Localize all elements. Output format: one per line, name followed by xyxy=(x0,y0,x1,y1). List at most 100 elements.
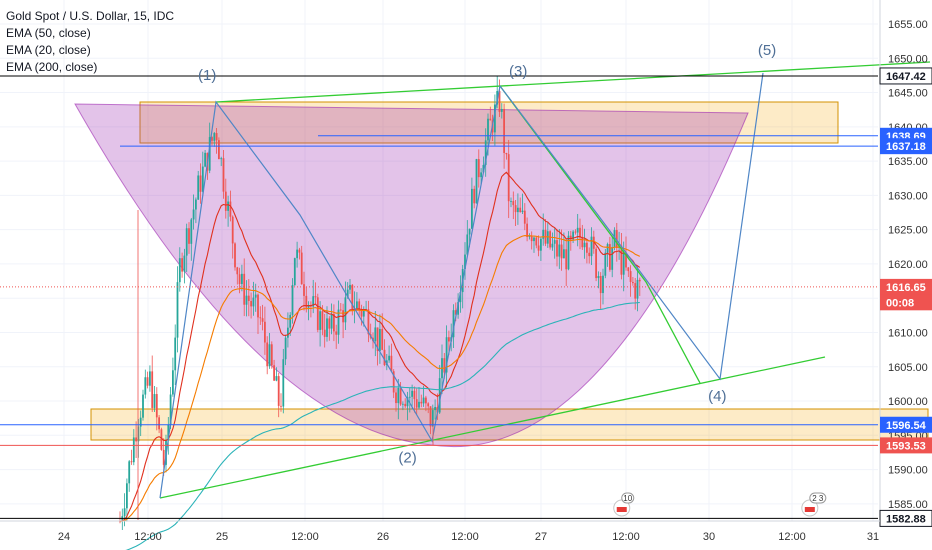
candle-body xyxy=(484,140,487,165)
candle-body xyxy=(399,388,402,405)
candle-body xyxy=(328,318,331,329)
grid-lines xyxy=(0,0,878,521)
candle-body xyxy=(512,201,515,206)
price-tag: 1596.54 xyxy=(880,416,932,433)
candle-body xyxy=(565,249,568,270)
wave-3-4-path xyxy=(499,85,701,384)
candle-body xyxy=(293,258,296,286)
candle-body xyxy=(448,337,450,342)
price-tag-bg xyxy=(880,278,932,295)
drawing-lines xyxy=(137,61,931,520)
candle-body xyxy=(445,337,448,373)
candle-body xyxy=(503,108,505,153)
candle-body xyxy=(178,258,181,283)
candle-body xyxy=(314,296,317,298)
event-flag-stripe xyxy=(804,507,815,512)
candle-body xyxy=(500,108,503,112)
candle-body xyxy=(333,313,335,332)
price-tag-label: 1582.88 xyxy=(886,513,926,525)
ema200-line xyxy=(125,301,640,550)
candle-body xyxy=(634,283,637,299)
candle-body xyxy=(629,271,632,282)
candle-body xyxy=(234,243,236,268)
price-tag-label: 1596.54 xyxy=(886,420,927,432)
time-tick-label: 27 xyxy=(535,531,547,543)
price-tick-label: 1625.00 xyxy=(888,225,928,237)
candle-body xyxy=(323,329,326,337)
price-axis[interactable]: 1655.001650.001645.001640.001635.001630.… xyxy=(879,0,932,527)
candle-body xyxy=(581,237,584,248)
price-tag: 1637.18 xyxy=(880,138,932,155)
candle-body xyxy=(128,461,131,484)
candle-body xyxy=(583,242,586,248)
price-tick-label: 1650.00 xyxy=(888,53,928,65)
candle-body xyxy=(494,104,496,133)
candle-body xyxy=(563,249,565,259)
time-tick-label: 24 xyxy=(58,531,70,543)
candle-body xyxy=(155,394,158,418)
price-tick-label: 1630.00 xyxy=(888,190,928,202)
price-tick-label: 1600.00 xyxy=(888,396,928,408)
time-tick-label: 12:00 xyxy=(134,531,162,543)
candle-body xyxy=(528,236,531,237)
candle-body xyxy=(625,252,627,268)
candle-body xyxy=(546,231,549,244)
candle-body xyxy=(176,282,179,338)
candle-body xyxy=(551,243,554,248)
candle-body xyxy=(245,295,248,305)
candle-body xyxy=(126,483,128,509)
candle-body xyxy=(457,302,459,315)
legend-ema200[interactable]: EMA (200, close) xyxy=(6,60,98,74)
candle-body xyxy=(597,276,600,279)
candle-body xyxy=(183,255,186,272)
candle-body xyxy=(560,244,563,259)
candle-body xyxy=(123,508,126,517)
candle-body xyxy=(236,267,239,275)
legend-ema20[interactable]: EMA (20, close) xyxy=(6,43,91,57)
candle-body xyxy=(452,310,455,338)
candle-body xyxy=(576,227,579,233)
candle-body xyxy=(402,403,404,405)
candle-body xyxy=(289,314,292,328)
price-tag-label: 1616.65 xyxy=(886,282,926,294)
event-markers[interactable]: 10 2 3 xyxy=(613,492,827,517)
price-tag-bg xyxy=(880,138,932,155)
candle-body xyxy=(574,231,577,233)
candle-body xyxy=(627,267,630,272)
candle-body xyxy=(195,199,197,210)
price-tag: 1616.65 xyxy=(880,278,932,295)
wave-label: (2) xyxy=(398,450,416,467)
candle-body xyxy=(367,309,370,335)
legend-ema50[interactable]: EMA (50, close) xyxy=(6,26,91,40)
symbol-title: Gold Spot / U.S. Dollar, 15, IDC xyxy=(6,9,175,23)
candle-body xyxy=(291,285,294,315)
candle-body xyxy=(553,240,556,244)
candle-body xyxy=(296,249,298,259)
candle-body xyxy=(498,91,501,112)
candle-body xyxy=(135,437,137,442)
candle-body xyxy=(326,318,328,337)
candle-body xyxy=(376,327,379,352)
candle-body xyxy=(379,328,381,352)
event-count: 10 xyxy=(623,494,632,503)
time-axis[interactable]: 24 12:00 25 12:00 26 12:00 27 12:00 30 12:00 31 xyxy=(0,520,880,543)
candle-body xyxy=(167,424,170,441)
price-tag-bg xyxy=(879,509,932,527)
candle-body xyxy=(540,238,542,251)
candle-body xyxy=(231,216,234,244)
candle-body xyxy=(185,228,188,256)
candle-body xyxy=(521,210,524,213)
candle-body xyxy=(466,234,469,255)
candle-body xyxy=(266,342,269,367)
time-tick-label: 31 xyxy=(867,531,879,543)
candle-body xyxy=(606,244,609,253)
candle-body xyxy=(356,301,358,309)
price-tick-label: 1610.00 xyxy=(888,327,928,339)
event-marker[interactable]: 10 xyxy=(613,492,635,517)
event-flag-stripe xyxy=(616,507,627,512)
candle-body xyxy=(422,397,425,404)
event-marker[interactable]: 2 3 xyxy=(801,492,827,517)
price-tick-label: 1645.00 xyxy=(888,88,928,100)
candle-body xyxy=(362,310,365,317)
